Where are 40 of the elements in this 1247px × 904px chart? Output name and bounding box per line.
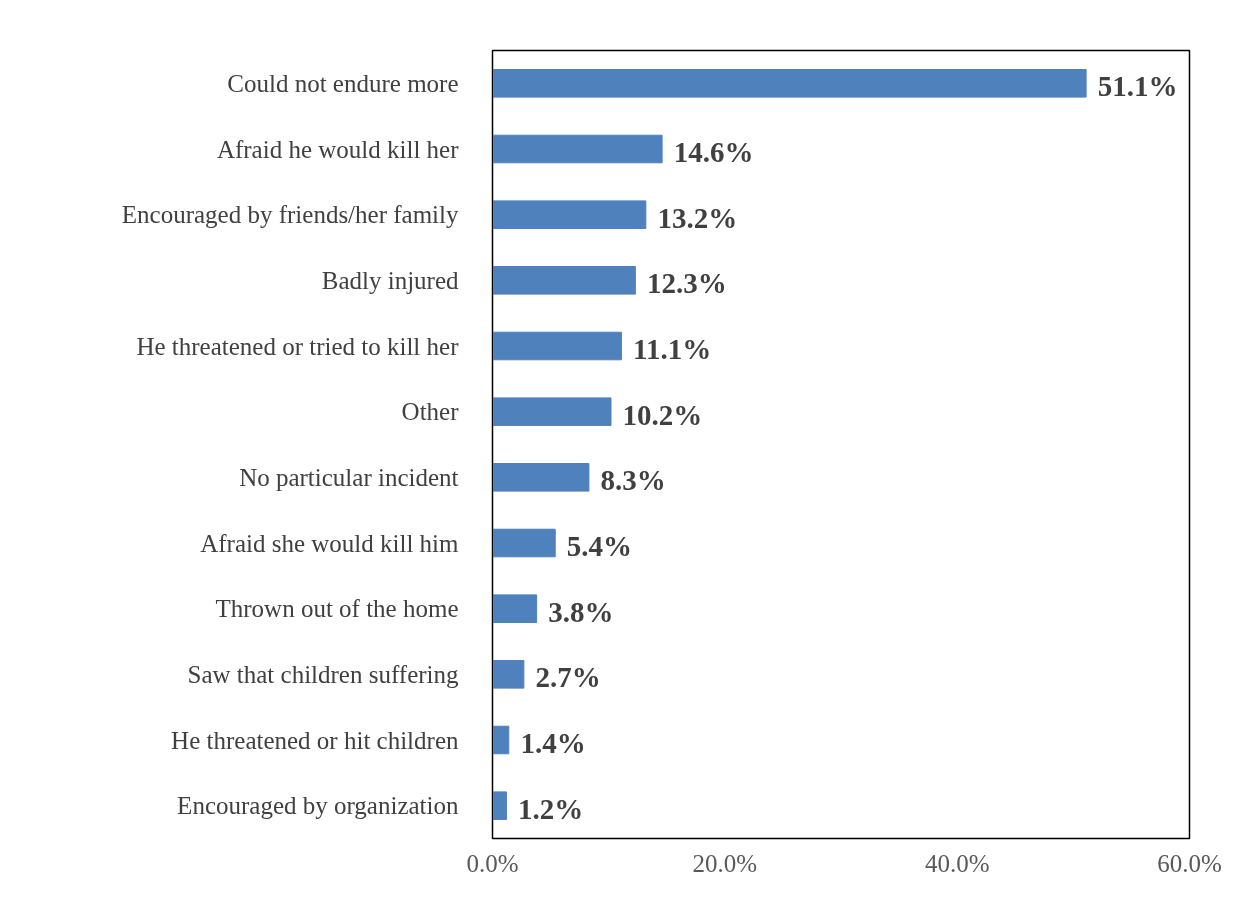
bar	[492, 397, 612, 426]
x-tick-label: 20.0%	[692, 849, 758, 877]
y-tick-label: No particular incident	[239, 463, 459, 491]
y-tick-label: Encouraged by friends/her family	[121, 201, 459, 229]
data-label: 1.2%	[518, 792, 584, 825]
data-label: 51.1%	[1097, 70, 1178, 103]
data-label: 14.6%	[673, 136, 754, 168]
data-label: 8.3%	[600, 464, 666, 497]
data-label: 13.2%	[657, 201, 738, 234]
x-tick-label: 40.0%	[924, 849, 990, 877]
data-label: 11.1%	[633, 333, 712, 365]
bar	[492, 660, 525, 689]
x-tick-label: 60.0%	[1157, 849, 1222, 877]
bar	[492, 528, 556, 558]
y-tick-label: Encouraged by organization	[177, 792, 459, 820]
y-tick-label: Thrown out of the home	[215, 595, 459, 623]
y-tick-label: Saw that children suffering	[187, 660, 459, 688]
y-tick-label: Afraid she would kill him	[200, 529, 460, 557]
x-tick-label: 0.0%	[466, 849, 519, 877]
y-tick-label: Could not endure more	[227, 69, 459, 97]
y-tick-label: He threatened or hit children	[171, 726, 459, 754]
bar	[492, 331, 622, 361]
bar	[492, 725, 510, 755]
data-label: 1.4%	[520, 727, 586, 759]
data-label: 5.4%	[566, 530, 633, 562]
y-tick-label: Badly injured	[321, 266, 459, 294]
bar	[492, 594, 538, 623]
data-label: 3.8%	[548, 595, 614, 628]
bar	[492, 134, 663, 164]
data-label: 2.7%	[535, 661, 601, 694]
data-label: 10.2%	[622, 398, 703, 431]
y-tick-label: He threatened or tried to kill her	[136, 332, 460, 360]
bar	[492, 69, 1087, 98]
bar	[492, 200, 647, 229]
data-label: 12.3%	[647, 267, 727, 300]
y-tick-label: Other	[401, 398, 460, 426]
y-tick-label: Afraid he would kill her	[216, 135, 460, 163]
bar	[492, 266, 636, 295]
bar	[492, 791, 507, 820]
bar	[492, 463, 590, 492]
